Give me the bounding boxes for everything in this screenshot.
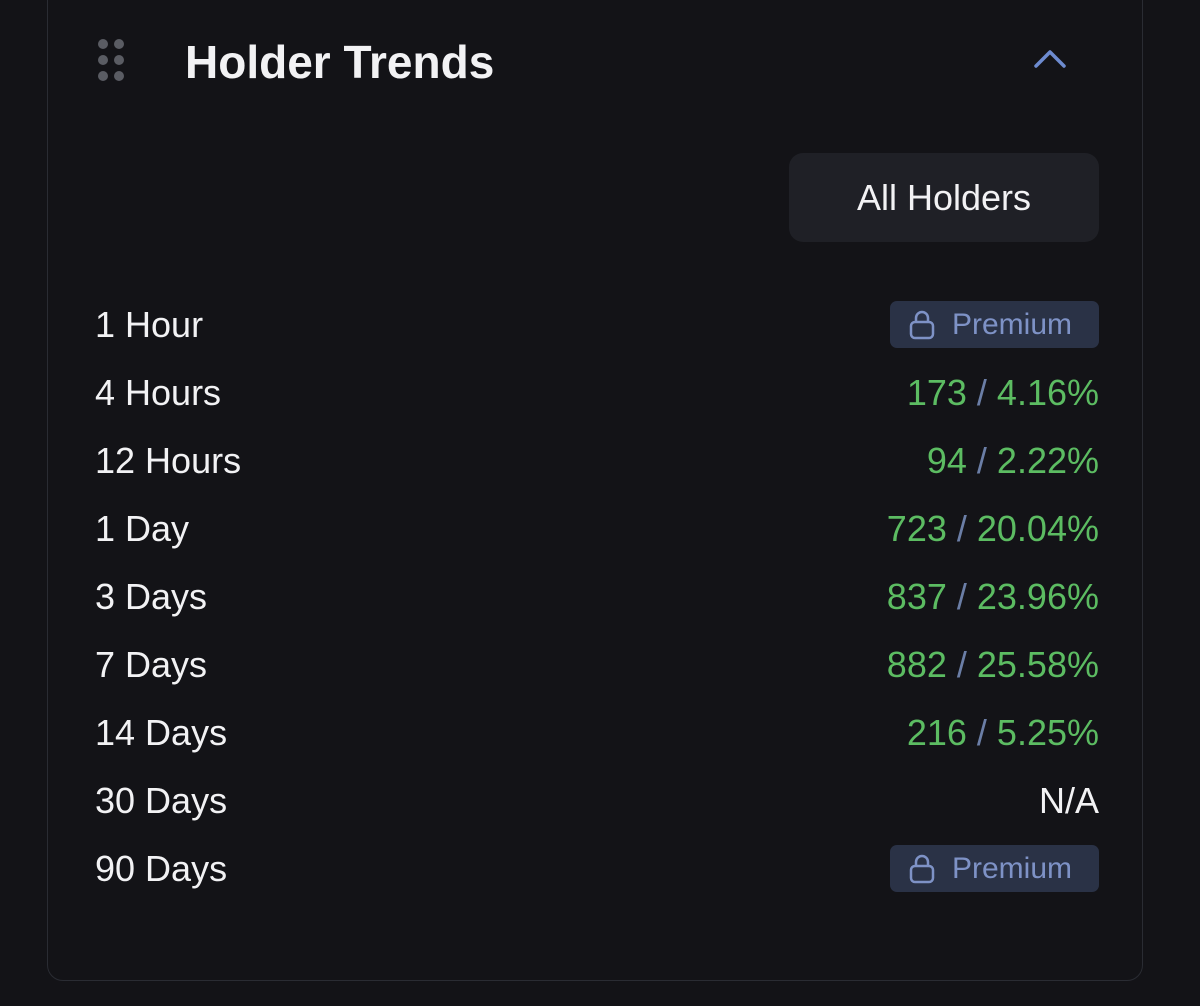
holder-count: 94	[926, 440, 967, 481]
trend-row: 30 Days N/A	[95, 776, 1099, 826]
premium-label: Premium	[952, 852, 1073, 885]
premium-badge[interactable]: Premium	[890, 301, 1099, 348]
period-label: 90 Days	[95, 848, 228, 889]
trend-value: 216/5.25%	[907, 708, 1099, 758]
trend-value: 882/25.58%	[887, 640, 1099, 690]
collapse-toggle[interactable]	[1032, 46, 1068, 70]
holder-count: 723	[886, 508, 947, 549]
holder-count: 216	[906, 712, 967, 753]
period-label: 1 Hour	[95, 304, 204, 345]
premium-badge[interactable]: Premium	[890, 845, 1099, 892]
period-label: 7 Days	[95, 644, 208, 685]
trend-value: 837/23.96%	[887, 572, 1099, 622]
period-label: 3 Days	[95, 576, 208, 617]
trend-row: 1 Day 723/20.04%	[95, 504, 1099, 554]
card	[47, 0, 1143, 981]
holder-count: 837	[886, 576, 947, 617]
trend-row: 7 Days 882/25.58%	[95, 640, 1099, 690]
holder-percent: 25.58%	[976, 644, 1099, 685]
period-label: 12 Hours	[95, 440, 242, 481]
premium-label: Premium	[952, 308, 1073, 341]
holder-percent: 5.25%	[996, 712, 1099, 753]
period-label: 1 Day	[95, 508, 190, 549]
separator: /	[956, 508, 967, 549]
trend-row: 14 Days 216/5.25%	[95, 708, 1099, 758]
trend-row: 90 Days Premium	[95, 844, 1099, 894]
title: Holder Trends	[185, 36, 495, 88]
status-text: N/A	[1038, 780, 1099, 821]
holder-percent: 23.96%	[976, 576, 1099, 617]
separator: /	[976, 372, 987, 413]
period-label: 14 Days	[95, 712, 228, 753]
holder-percent: 4.16%	[996, 372, 1099, 413]
separator: /	[956, 576, 967, 617]
trend-row: 12 Hours 94/2.22%	[95, 436, 1099, 486]
trend-row: 3 Days 837/23.96%	[95, 572, 1099, 622]
lock-icon	[909, 854, 935, 884]
holder-percent: 2.22%	[996, 440, 1099, 481]
trend-value: 94/2.22%	[927, 436, 1099, 486]
period-label: 4 Hours	[95, 372, 222, 413]
separator: /	[976, 712, 987, 753]
trend-row: 4 Hours 173/4.16%	[95, 368, 1099, 418]
separator: /	[976, 440, 987, 481]
period-label: 30 Days	[95, 780, 228, 821]
trend-value: 173/4.16%	[907, 368, 1099, 418]
holder-count: 173	[906, 372, 967, 413]
lock-icon	[909, 310, 935, 340]
filter-button[interactable]: All Holders	[789, 153, 1099, 242]
holder-percent: 20.04%	[976, 508, 1099, 549]
separator: /	[956, 644, 967, 685]
holder-count: 882	[886, 644, 947, 685]
drag-handle[interactable]	[97, 38, 125, 82]
trend-value: 723/20.04%	[887, 504, 1099, 554]
trend-row: 1 Hour Premium	[95, 300, 1099, 350]
